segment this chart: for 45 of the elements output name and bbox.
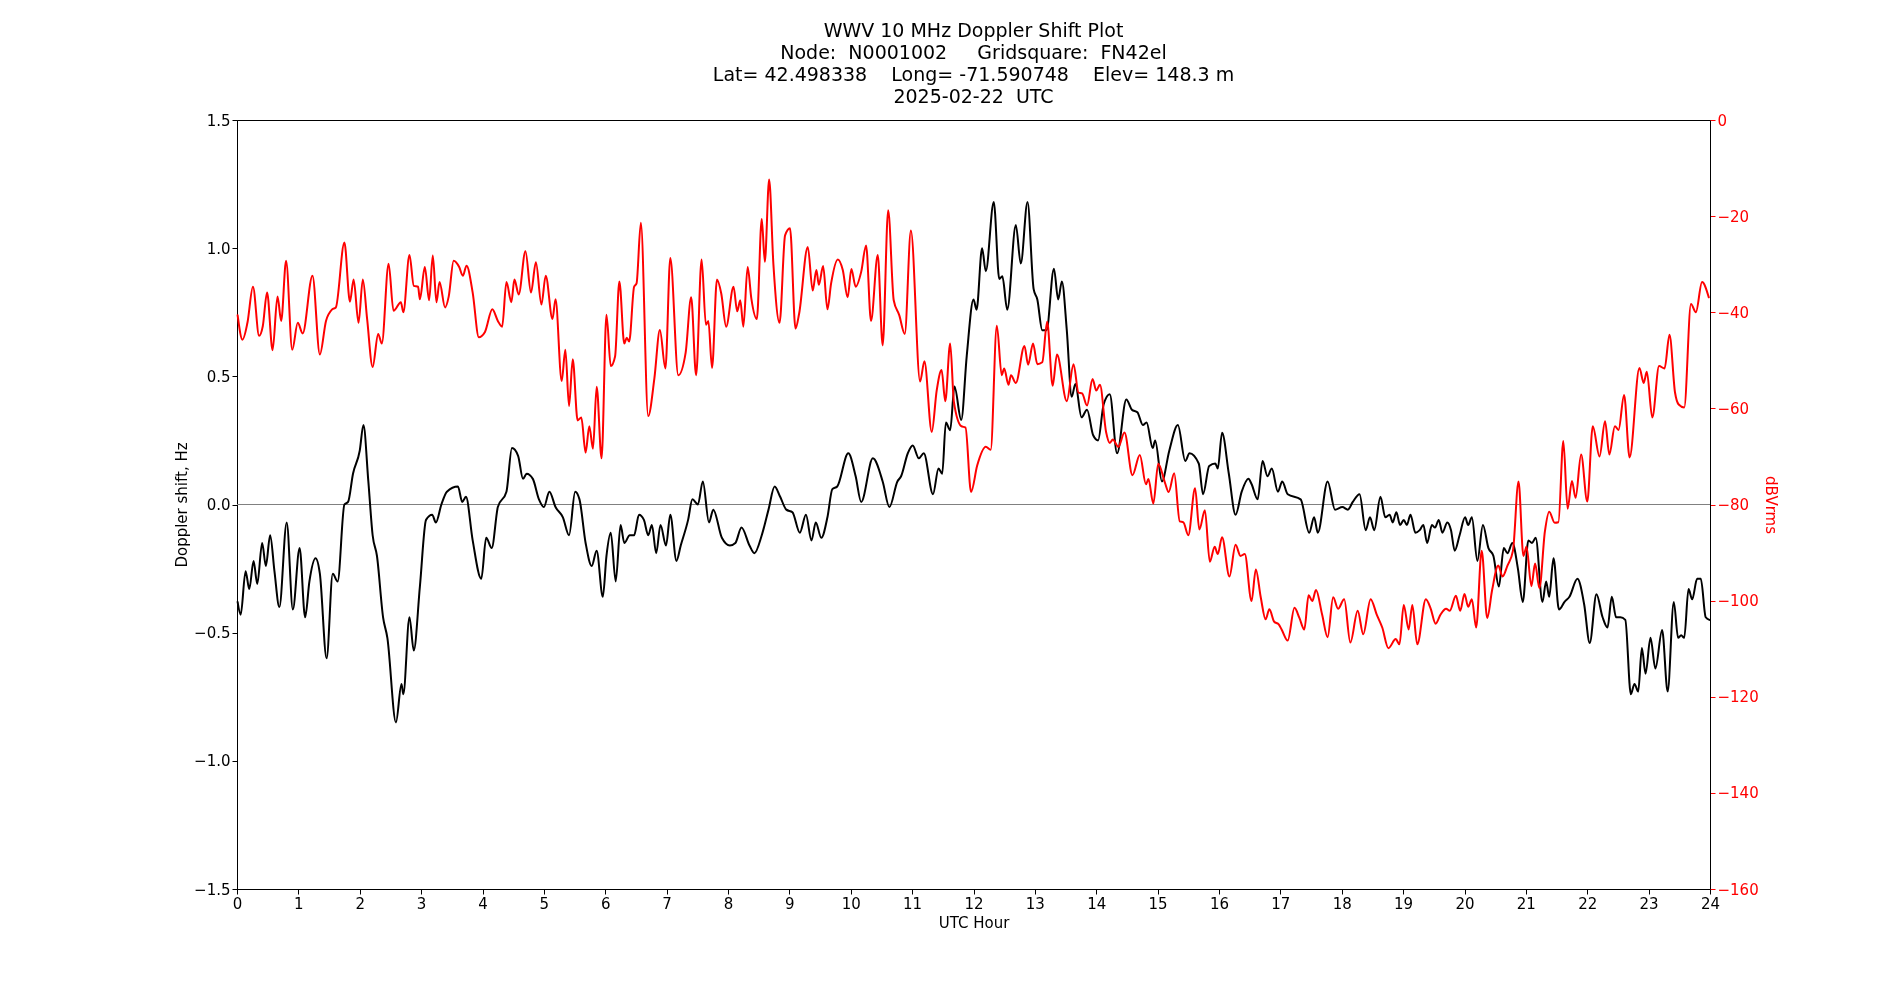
x-tick-label: 12 <box>964 894 984 913</box>
y-tick-label: −1.0 <box>194 752 231 771</box>
x-tick-label: 16 <box>1209 894 1230 913</box>
y2-tick-label: −140 <box>1717 784 1759 803</box>
x-tick-label: 19 <box>1394 894 1414 913</box>
x-tick-label: 7 <box>662 894 672 913</box>
x-tick-label: 4 <box>478 894 488 913</box>
y2-tick-label: −120 <box>1717 688 1759 707</box>
line-series <box>236 178 1710 650</box>
y2-tick-label: −80 <box>1717 496 1750 514</box>
x-tick-label: 11 <box>903 894 923 913</box>
x-tick-label: 17 <box>1271 894 1291 913</box>
x-tick-label: 2 <box>355 894 366 913</box>
x-tick-label: 10 <box>841 894 861 913</box>
chart-title: WWV 10 MHz Doppler Shift Plot <box>823 19 1124 41</box>
y-tick-label: −0.5 <box>194 624 231 643</box>
y2-tick-label: −100 <box>1717 592 1759 611</box>
y-tick-label: −1.5 <box>194 880 231 899</box>
y-tick-label: 0.0 <box>206 496 231 514</box>
y2-tick-label: 0 <box>1717 111 1728 130</box>
x-tick-label: 23 <box>1639 894 1659 913</box>
y2-tick-label: −60 <box>1717 399 1750 418</box>
x-axis-title: UTC Hour <box>938 913 1011 932</box>
y-axis-title: Doppler shift, Hz <box>173 442 192 568</box>
x-tick-label: 1 <box>294 894 304 913</box>
x-tick-label: 15 <box>1148 894 1168 913</box>
y2-tick-label: −20 <box>1717 207 1750 226</box>
x-tick-label: 21 <box>1516 894 1536 913</box>
x-tick-label: 0 <box>232 894 243 913</box>
x-tick-label: 22 <box>1578 894 1598 913</box>
chart-subtitle: Node: N0001002 Gridsquare: FN42el Lat= 42.498338 Long= -71.590748 Elev= 148.3 m 2025-02-22 UTC <box>712 41 1235 107</box>
x-tick-label: 13 <box>1025 894 1045 913</box>
x-tick-label: 6 <box>600 894 611 913</box>
y-tick-label: 0.5 <box>206 367 231 386</box>
x-tick-label: 3 <box>416 894 427 913</box>
x-tick-label: 8 <box>723 894 734 913</box>
x-tick-label: 18 <box>1332 894 1352 913</box>
x-tick-label: 9 <box>785 894 795 913</box>
y2-axis-title: dBVrms <box>1761 476 1780 535</box>
y2-tick-label: −40 <box>1717 303 1750 322</box>
x-tick-label: 14 <box>1087 894 1107 913</box>
x-tick-label: 20 <box>1455 894 1475 913</box>
y-tick-label: 1.0 <box>206 239 231 258</box>
y-tick-label: 1.5 <box>206 111 231 130</box>
x-tick-label: 5 <box>539 894 550 913</box>
